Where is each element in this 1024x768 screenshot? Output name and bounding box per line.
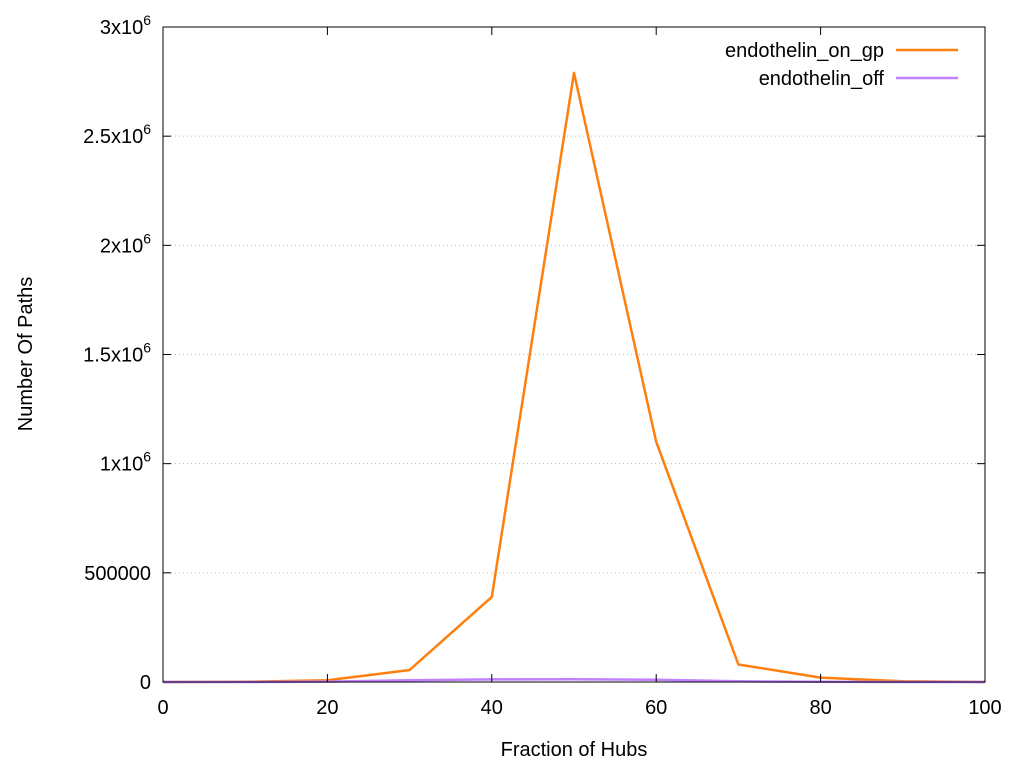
y-tick-label: 500000 — [84, 563, 151, 585]
y-tick-label-exponent: 6 — [143, 12, 151, 28]
x-tick-label: 80 — [809, 697, 831, 719]
series-line-endothelin_on_gp — [162, 71, 986, 684]
y-tick-label: 1.5x106 — [83, 340, 151, 367]
y-tick-label-base: 3x10 — [100, 17, 143, 39]
x-axis-label: Fraction of Hubs — [501, 739, 648, 761]
y-tick-label: 2x106 — [100, 230, 151, 257]
y-tick-label-exponent: 6 — [143, 340, 151, 356]
x-tick-label: 0 — [157, 697, 168, 719]
plot-frame — [162, 26, 986, 683]
y-tick-label-exponent: 6 — [143, 230, 151, 246]
y-tick-label-base: 1x10 — [100, 454, 143, 476]
x-tick-label: 100 — [968, 697, 1001, 719]
y-tick-label: 2.5x106 — [83, 121, 151, 148]
series-lines — [162, 71, 986, 684]
y-axis-label: Number Of Paths — [15, 277, 37, 432]
y-tick-label-exponent: 6 — [143, 449, 151, 465]
y-tick-label-base: 2.5x10 — [83, 126, 143, 148]
y-tick-label: 0 — [140, 672, 151, 694]
legend: endothelin_on_gp endothelin_off — [725, 40, 958, 90]
x-tick-label: 20 — [316, 697, 338, 719]
grid-lines — [163, 135, 985, 574]
y-tick-label-base: 2x10 — [100, 235, 143, 257]
legend-label: endothelin_on_gp — [725, 40, 884, 62]
y-tick-label: 3x106 — [100, 12, 151, 39]
x-tick-label: 40 — [481, 697, 503, 719]
x-tick-label: 60 — [645, 697, 667, 719]
legend-label: endothelin_off — [759, 68, 885, 90]
y-tick-label: 1x106 — [100, 449, 151, 476]
y-tick-label-exponent: 6 — [143, 121, 151, 137]
y-tick-label-base: 1.5x10 — [83, 345, 143, 367]
